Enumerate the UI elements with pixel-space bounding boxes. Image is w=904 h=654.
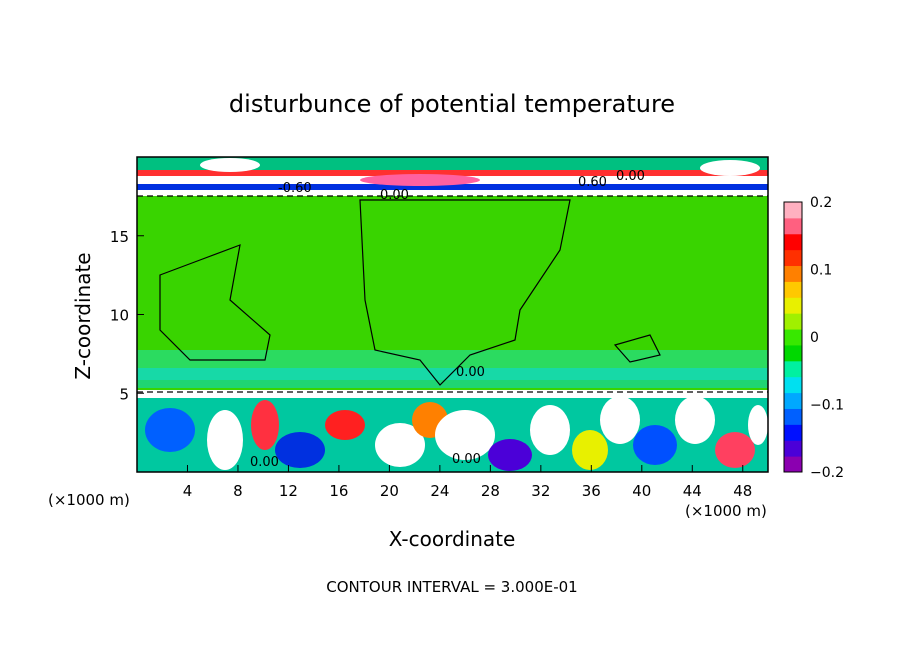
x-tick-label: 32: [531, 482, 550, 500]
x-tick-label: 20: [380, 482, 399, 500]
colorbar-swatch: [784, 456, 802, 473]
contour-label: 0.00: [616, 169, 645, 184]
x-tick-label: 16: [329, 482, 348, 500]
x-tick-label: 28: [481, 482, 500, 500]
colorbar-swatch: [784, 297, 802, 314]
y-tick-label: 15: [110, 228, 129, 246]
contour-label: -0.60: [278, 181, 312, 196]
chart-title: disturbunce of potential temperature: [229, 90, 675, 118]
colorbar-swatch: [784, 440, 802, 457]
colorbar-swatch: [784, 344, 802, 362]
cyan-band: [137, 350, 768, 380]
colorbar-tick-label: 0: [810, 330, 819, 346]
colorbar-swatch: [784, 376, 802, 394]
contour-label: 0.00: [250, 455, 279, 470]
contour-label: 0.60: [578, 175, 607, 190]
x-tick-label: 44: [683, 482, 702, 500]
colorbar-tick-label: 0.1: [810, 263, 832, 279]
y-axis-ticks: 5 10 15: [110, 228, 144, 403]
colorbar-swatch: [784, 408, 802, 425]
contour-labels: -0.60 0.00 0.60 0.00 0.00 0.00 0.00: [250, 169, 645, 470]
colorbar: [784, 202, 802, 473]
x-axis-ticks: 4 8 12 16 20 24 28 32 36 40 44 48: [183, 465, 752, 500]
upper-layer: [137, 157, 768, 196]
colorbar-tick-label: 0.2: [810, 195, 832, 211]
colorbar-swatch: [784, 265, 802, 282]
colorbar-swatch: [784, 313, 802, 330]
x-axis-label: X-coordinate: [389, 527, 516, 551]
x-tick-label: 24: [430, 482, 449, 500]
colorbar-swatch: [784, 281, 802, 298]
contour-interval-note: CONTOUR INTERVAL = 3.000E-01: [326, 578, 577, 596]
colorbar-swatch: [784, 233, 802, 251]
x-tick-label: 4: [183, 482, 193, 500]
x-tick-label: 48: [733, 482, 752, 500]
colorbar-swatch: [784, 424, 802, 441]
colorbar-swatch: [784, 360, 802, 378]
plot-area: [137, 157, 768, 472]
contour-lines: [137, 195, 768, 393]
colorbar-swatch: [784, 329, 802, 346]
colorbar-swatch: [784, 217, 802, 235]
colorbar-swatch: [784, 249, 802, 267]
x-tick-label: 36: [582, 482, 601, 500]
contour-label: 0.00: [452, 452, 481, 467]
colorbar-frame: [783, 201, 803, 473]
x-tick-label: 12: [279, 482, 298, 500]
y-tick-label: 5: [119, 385, 129, 403]
lower-layer-patches: [145, 396, 768, 471]
colorbar-tick-label: −0.1: [810, 398, 844, 414]
x-unit-label-left: (×1000 m): [48, 491, 130, 509]
contour-label: 0.00: [380, 188, 409, 203]
colorbar-ticks: 0.2 0.1 0 −0.1 −0.2: [810, 195, 844, 481]
colorbar-swatch: [784, 202, 802, 219]
y-tick-label: 10: [110, 307, 129, 325]
y-axis-label: Z-coordinate: [71, 252, 95, 379]
x-unit-label-right: (×1000 m): [685, 502, 767, 520]
x-tick-label: 8: [233, 482, 243, 500]
contour-label: 0.00: [456, 365, 485, 380]
colorbar-tick-label: −0.2: [810, 465, 844, 481]
x-tick-label: 40: [632, 482, 651, 500]
colorbar-swatch: [784, 392, 802, 409]
